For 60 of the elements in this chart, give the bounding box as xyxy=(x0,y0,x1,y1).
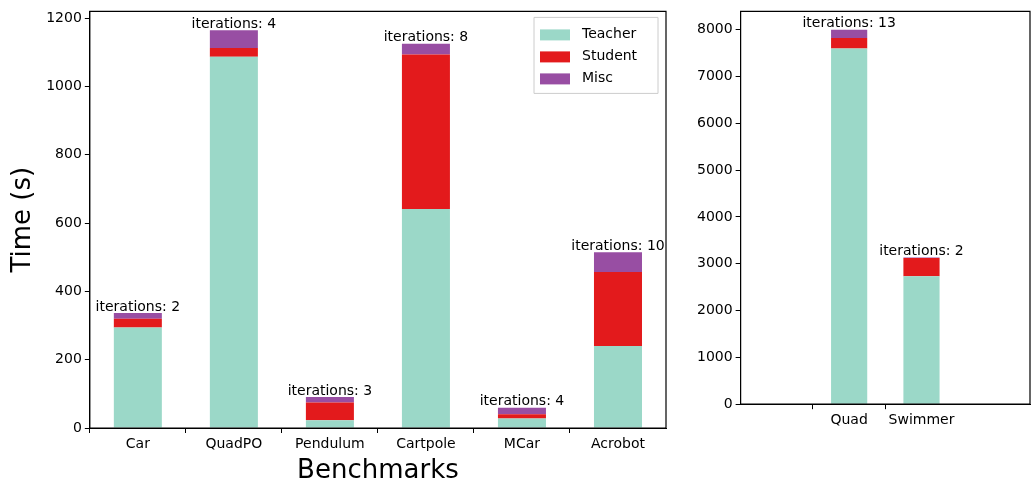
bar xyxy=(209,47,258,57)
y-tick-label: 1000 xyxy=(46,77,82,94)
bar xyxy=(305,420,354,428)
annotation: iterations: 8 xyxy=(383,28,469,45)
bar xyxy=(497,418,546,428)
bar xyxy=(831,38,868,49)
x-tick-label: Quad xyxy=(830,411,868,428)
bar xyxy=(593,346,642,428)
y-tick-label: 800 xyxy=(55,145,82,162)
x-tick-label: Swimmer xyxy=(888,411,955,428)
annotation: iterations: 4 xyxy=(479,392,565,409)
x-axis-title: Benchmarks xyxy=(297,454,459,485)
bar xyxy=(209,30,258,48)
x-tick-label: QuadPO xyxy=(205,435,263,452)
y-tick-label: 600 xyxy=(55,213,82,230)
bar xyxy=(209,56,258,428)
annotation: iterations: 13 xyxy=(802,14,896,31)
x-tick-label: Cartpole xyxy=(396,435,456,452)
annotation: iterations: 4 xyxy=(191,14,277,31)
bar xyxy=(831,48,868,404)
x-tick-label: Acrobot xyxy=(590,435,646,452)
bar xyxy=(593,252,642,272)
bar xyxy=(497,414,546,419)
legend-label: Student xyxy=(582,47,638,64)
bar xyxy=(831,29,868,39)
y-tick-label: 6000 xyxy=(696,113,733,130)
annotation: iterations: 2 xyxy=(95,297,181,314)
annotation: iterations: 3 xyxy=(287,381,373,398)
y-tick-label: 4000 xyxy=(696,207,733,224)
y-tick-label: 400 xyxy=(55,282,82,299)
y-tick-label: 1200 xyxy=(46,8,82,25)
bar xyxy=(113,327,162,428)
bar xyxy=(593,271,642,347)
annotation: iterations: 2 xyxy=(879,242,964,259)
bar xyxy=(401,54,450,210)
bar xyxy=(113,318,162,328)
y-tick-label: 7000 xyxy=(696,67,733,84)
legend-label: Misc xyxy=(582,69,613,86)
x-tick-label: Pendulum xyxy=(295,435,365,452)
y-tick-label: 8000 xyxy=(696,20,733,37)
y-axis-title: Time (s) xyxy=(6,166,37,274)
annotation: iterations: 10 xyxy=(571,236,665,253)
y-tick-label: 3000 xyxy=(696,254,733,271)
y-tick-label: 2000 xyxy=(696,301,733,318)
legend-label: Teacher xyxy=(581,25,637,42)
bar xyxy=(305,396,354,403)
y-tick-label: 5000 xyxy=(696,160,733,177)
bar xyxy=(903,276,940,404)
bar xyxy=(401,43,450,55)
x-tick-label: Car xyxy=(125,435,151,452)
bar xyxy=(903,257,940,277)
bar xyxy=(401,209,450,428)
bar xyxy=(305,402,354,421)
y-tick-label: 0 xyxy=(723,394,733,411)
y-tick-label: 200 xyxy=(55,350,82,367)
bar xyxy=(497,407,546,415)
y-tick-label: 0 xyxy=(72,418,82,435)
bar xyxy=(113,312,162,319)
y-tick-label: 1000 xyxy=(696,348,733,365)
x-tick-label: MCar xyxy=(503,435,541,452)
